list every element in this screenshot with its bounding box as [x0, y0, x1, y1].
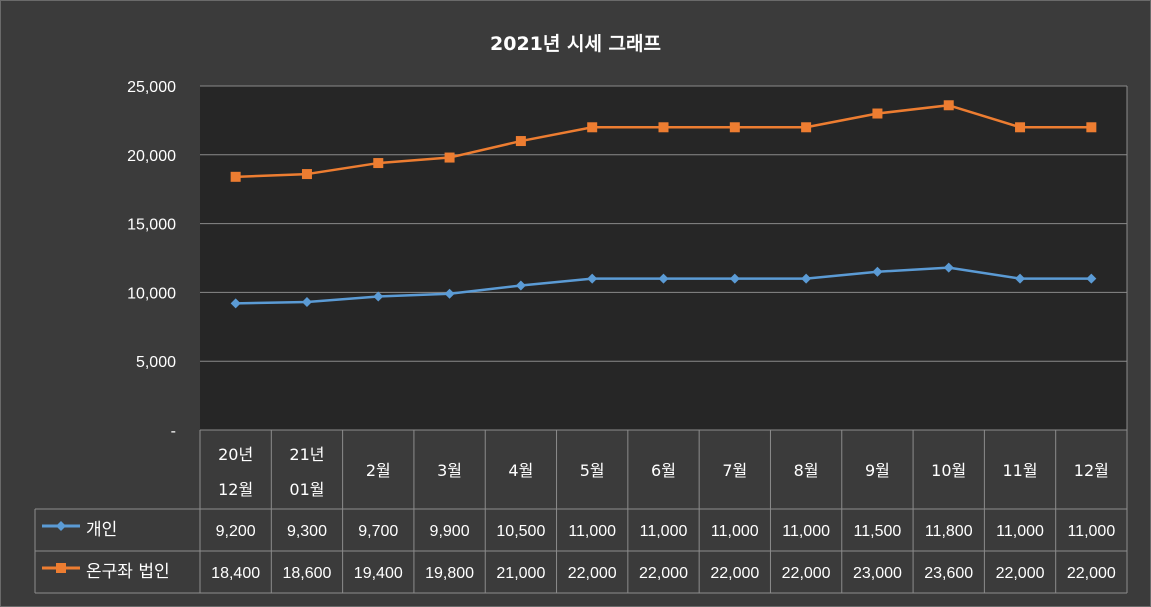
- table-value: 9,700: [358, 523, 398, 540]
- plot-area: [200, 86, 1127, 430]
- category-label: 6월: [651, 461, 676, 480]
- data-point: [729, 273, 740, 284]
- category-label: 21년: [289, 445, 324, 464]
- table-value: 22,000: [996, 565, 1045, 582]
- y-tick-label: -: [171, 423, 176, 440]
- chart-title: 2021년 시세 그래프: [490, 33, 661, 55]
- table-value: 9,200: [216, 523, 256, 540]
- category-label: 2월: [366, 461, 391, 480]
- table-value: 10,500: [496, 523, 545, 540]
- data-point: [373, 291, 384, 302]
- table-value: 19,400: [354, 565, 403, 582]
- data-point: [1015, 122, 1026, 133]
- data-point: [301, 297, 312, 308]
- category-label: 9월: [865, 461, 890, 480]
- data-point: [1015, 273, 1026, 284]
- data-point: [587, 273, 598, 284]
- category-label: 8월: [794, 461, 819, 480]
- y-tick-label: 10,000: [127, 285, 176, 302]
- table-value: 11,500: [854, 523, 902, 540]
- y-tick-label: 25,000: [127, 79, 176, 96]
- table-value: 21,000: [496, 565, 545, 582]
- table-value: 11,000: [996, 523, 1044, 540]
- category-label: 11월: [1002, 461, 1037, 480]
- table-value: 22,000: [1067, 565, 1116, 582]
- category-label: 12월: [218, 480, 253, 499]
- table-value: 11,000: [711, 523, 759, 540]
- category-label: 01월: [289, 480, 324, 499]
- table-value: 11,800: [925, 523, 973, 540]
- legend-label: 온구좌 법인: [86, 562, 170, 582]
- data-point: [373, 158, 384, 169]
- table-value: 18,400: [211, 565, 260, 582]
- data-point: [801, 273, 812, 284]
- data-point: [515, 280, 526, 291]
- data-point: [515, 136, 526, 147]
- data-point: [943, 100, 954, 111]
- table-value: 18,600: [282, 565, 331, 582]
- y-tick-label: 5,000: [136, 354, 176, 371]
- table-value: 22,000: [710, 565, 759, 582]
- table-value: 23,000: [853, 565, 902, 582]
- table-value: 22,000: [639, 565, 688, 582]
- data-point: [729, 122, 740, 133]
- category-label: 7월: [722, 461, 747, 480]
- data-point: [230, 171, 241, 182]
- data-point: [1086, 122, 1097, 133]
- table-value: 11,000: [782, 523, 830, 540]
- table-value: 23,600: [924, 565, 973, 582]
- table-value: 11,000: [640, 523, 688, 540]
- data-point: [301, 169, 312, 180]
- table-value: 22,000: [568, 565, 617, 582]
- category-label: 20년: [218, 445, 253, 464]
- category-label: 4월: [508, 461, 533, 480]
- data-point: [943, 262, 954, 273]
- data-point: [230, 298, 241, 309]
- data-point: [444, 152, 455, 163]
- y-tick-label: 15,000: [127, 217, 176, 234]
- table-value: 9,300: [287, 523, 327, 540]
- data-point: [801, 122, 812, 133]
- data-point: [658, 273, 669, 284]
- legend-label: 개인: [86, 520, 117, 540]
- data-point: [658, 122, 669, 133]
- category-label: 10월: [931, 461, 966, 480]
- y-tick-label: 20,000: [127, 148, 176, 165]
- table-value: 11,000: [1067, 523, 1115, 540]
- legend-marker: [56, 521, 66, 531]
- data-point: [872, 108, 883, 119]
- table-value: 9,900: [430, 523, 470, 540]
- data-point: [1086, 273, 1097, 284]
- category-label: 5월: [580, 461, 605, 480]
- data-point: [587, 122, 598, 133]
- data-point: [872, 266, 883, 277]
- data-point: [444, 288, 455, 299]
- table-value: 22,000: [782, 565, 831, 582]
- table-value: 19,800: [425, 565, 474, 582]
- legend-marker: [56, 563, 66, 573]
- category-label: 3월: [437, 461, 462, 480]
- category-label: 12월: [1074, 461, 1109, 480]
- table-value: 11,000: [568, 523, 616, 540]
